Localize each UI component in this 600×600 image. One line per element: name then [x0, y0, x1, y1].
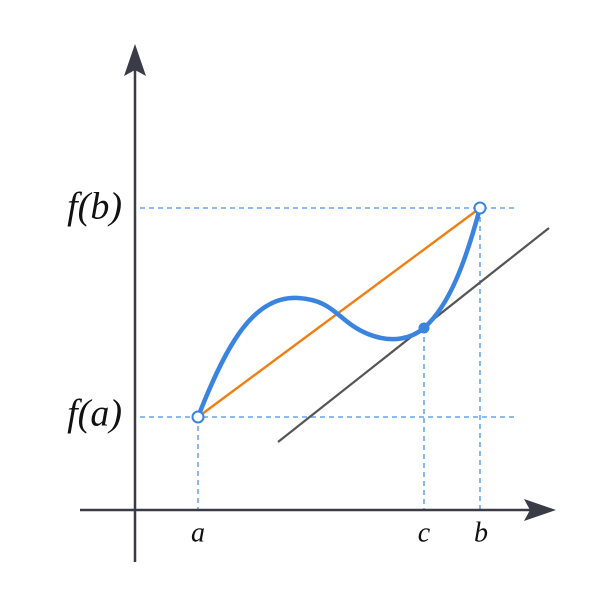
- label-c: c: [418, 517, 431, 548]
- label-a: a: [191, 517, 205, 548]
- point-a: [191, 410, 205, 424]
- function-curve: [195, 205, 483, 420]
- x-arrow: [524, 499, 556, 521]
- point-b: [473, 201, 487, 215]
- point-c: [418, 322, 430, 334]
- label-fa: f(a): [67, 393, 122, 435]
- y-arrow: [124, 44, 146, 76]
- label-b: b: [474, 517, 488, 548]
- guides: [140, 207, 518, 510]
- axes: [80, 70, 530, 562]
- label-fb: f(b): [67, 186, 122, 228]
